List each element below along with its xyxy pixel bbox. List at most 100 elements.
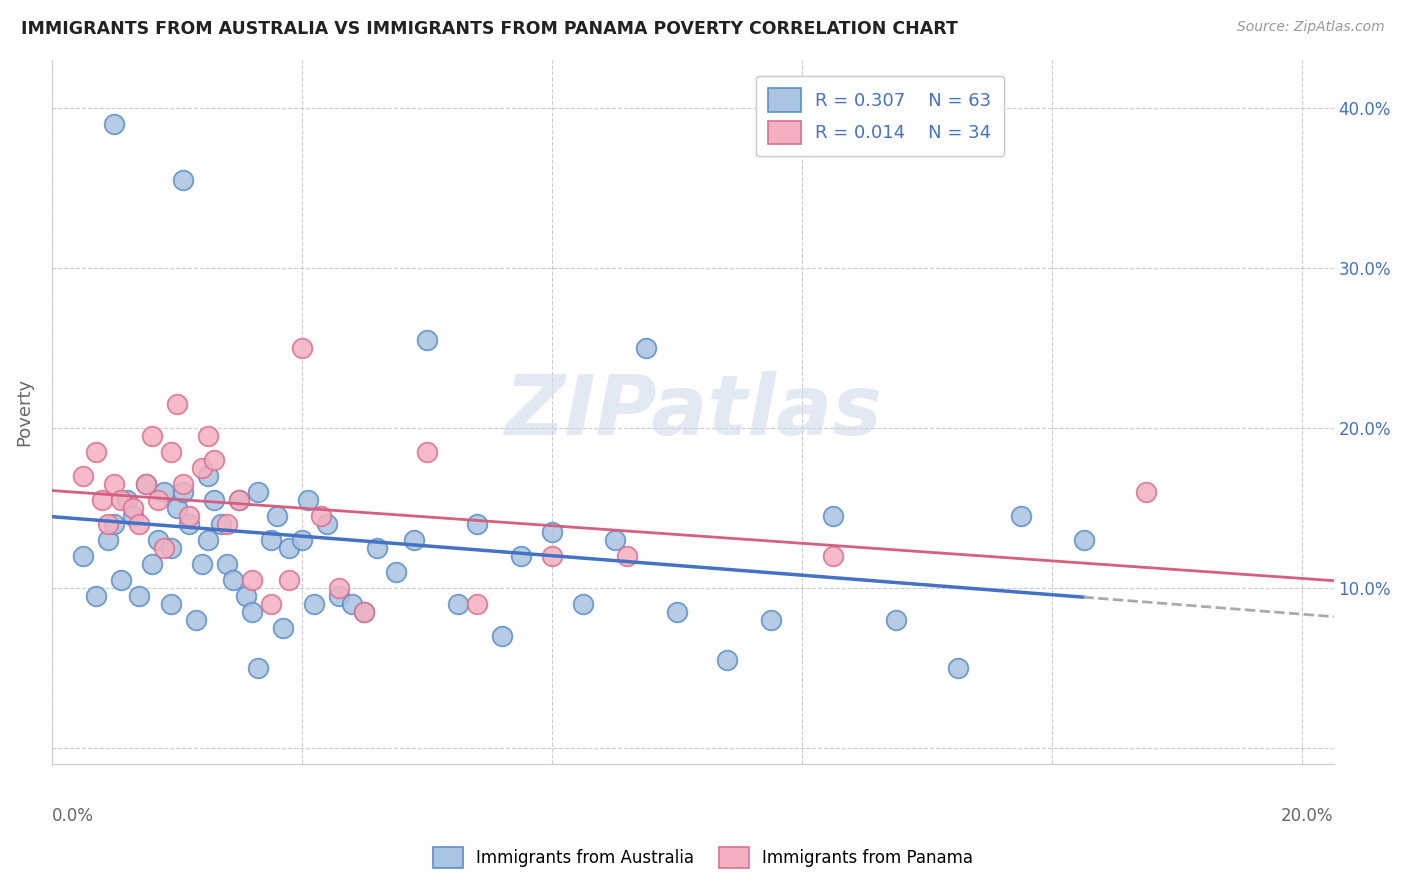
Point: [823, 549, 845, 563]
Point: [103, 516, 125, 531]
Point: [541, 524, 564, 539]
Point: [884, 613, 907, 627]
Point: [278, 573, 301, 587]
Point: [228, 493, 250, 508]
Text: IMMIGRANTS FROM AUSTRALIA VS IMMIGRANTS FROM PANAMA POVERTY CORRELATION CHART: IMMIGRANTS FROM AUSTRALIA VS IMMIGRANTS …: [21, 20, 957, 37]
Point: [166, 397, 188, 411]
Point: [215, 516, 238, 531]
Point: [179, 516, 201, 531]
Point: [122, 501, 145, 516]
Point: [416, 445, 439, 459]
Point: [146, 493, 169, 508]
Point: [222, 573, 245, 587]
Point: [603, 533, 626, 547]
Point: [353, 605, 375, 619]
Legend: R = 0.307    N = 63, R = 0.014    N = 34: R = 0.307 N = 63, R = 0.014 N = 34: [756, 76, 1004, 156]
Point: [110, 493, 132, 508]
Point: [353, 605, 375, 619]
Point: [465, 597, 488, 611]
Point: [616, 549, 638, 563]
Point: [110, 573, 132, 587]
Point: [97, 516, 120, 531]
Point: [197, 429, 219, 443]
Text: 20.0%: 20.0%: [1281, 806, 1334, 824]
Point: [328, 581, 350, 595]
Point: [304, 597, 326, 611]
Legend: Immigrants from Australia, Immigrants from Panama: Immigrants from Australia, Immigrants fr…: [426, 840, 980, 875]
Point: [172, 485, 194, 500]
Point: [202, 453, 225, 467]
Point: [209, 516, 232, 531]
Point: [416, 333, 439, 347]
Point: [541, 549, 564, 563]
Point: [172, 477, 194, 491]
Point: [315, 516, 337, 531]
Point: [948, 661, 970, 675]
Point: [202, 493, 225, 508]
Point: [509, 549, 531, 563]
Point: [191, 461, 214, 475]
Point: [823, 509, 845, 524]
Point: [197, 469, 219, 483]
Point: [103, 477, 125, 491]
Point: [84, 445, 107, 459]
Point: [247, 485, 270, 500]
Point: [128, 589, 150, 603]
Point: [291, 341, 314, 355]
Point: [135, 477, 157, 491]
Point: [72, 469, 94, 483]
Y-axis label: Poverty: Poverty: [15, 378, 32, 446]
Point: [228, 493, 250, 508]
Point: [240, 573, 263, 587]
Point: [153, 485, 176, 500]
Point: [141, 429, 163, 443]
Point: [266, 509, 288, 524]
Point: [235, 589, 257, 603]
Point: [384, 565, 406, 579]
Point: [634, 341, 657, 355]
Point: [404, 533, 426, 547]
Point: [465, 516, 488, 531]
Point: [297, 493, 319, 508]
Point: [447, 597, 470, 611]
Point: [1010, 509, 1032, 524]
Point: [309, 509, 332, 524]
Point: [491, 629, 513, 643]
Point: [240, 605, 263, 619]
Point: [1073, 533, 1095, 547]
Point: [328, 589, 350, 603]
Point: [146, 533, 169, 547]
Point: [72, 549, 94, 563]
Point: [128, 516, 150, 531]
Point: [115, 493, 138, 508]
Point: [291, 533, 314, 547]
Point: [84, 589, 107, 603]
Point: [179, 509, 201, 524]
Point: [1135, 485, 1157, 500]
Point: [122, 509, 145, 524]
Point: [90, 493, 112, 508]
Point: [153, 541, 176, 555]
Point: [572, 597, 595, 611]
Text: Source: ZipAtlas.com: Source: ZipAtlas.com: [1237, 20, 1385, 34]
Point: [184, 613, 207, 627]
Point: [159, 541, 181, 555]
Point: [271, 621, 294, 635]
Point: [247, 661, 270, 675]
Text: ZIPatlas: ZIPatlas: [503, 371, 882, 452]
Point: [135, 477, 157, 491]
Point: [159, 597, 181, 611]
Point: [191, 557, 214, 571]
Point: [366, 541, 388, 555]
Point: [172, 172, 194, 186]
Point: [259, 597, 281, 611]
Point: [759, 613, 782, 627]
Point: [197, 533, 219, 547]
Point: [215, 557, 238, 571]
Text: 0.0%: 0.0%: [52, 806, 94, 824]
Point: [103, 117, 125, 131]
Point: [166, 501, 188, 516]
Point: [340, 597, 363, 611]
Point: [141, 557, 163, 571]
Point: [278, 541, 301, 555]
